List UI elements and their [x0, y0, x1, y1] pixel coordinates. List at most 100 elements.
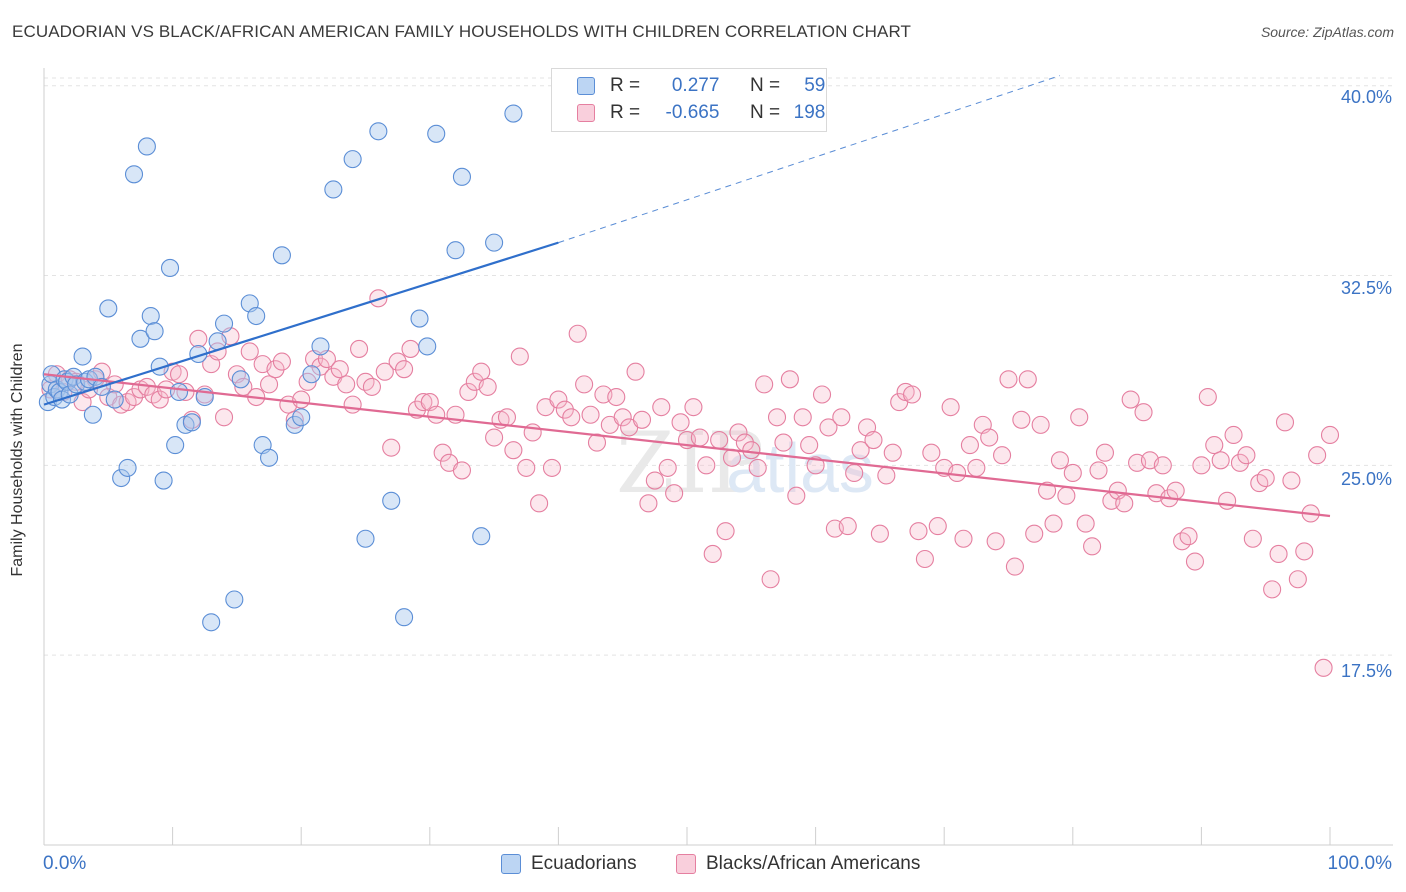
data-point-blacks — [1095, 443, 1114, 462]
data-point-blacks — [877, 466, 896, 485]
data-point-blacks — [214, 408, 234, 427]
data-point-blacks — [1005, 557, 1024, 576]
legend-item-blacks: Blacks/African Americans — [676, 852, 920, 876]
n-label: N = — [749, 75, 781, 96]
data-point-blacks — [948, 463, 967, 483]
data-point-blacks — [504, 441, 523, 460]
data-point-blacks — [208, 342, 227, 361]
data-point-blacks — [1218, 491, 1237, 510]
data-point-blacks — [1018, 370, 1037, 389]
data-point-ecuadorians — [83, 405, 102, 424]
data-point-blacks — [1263, 580, 1282, 599]
data-point-blacks — [800, 436, 819, 455]
data-point-blacks — [716, 522, 735, 541]
data-point-blacks — [362, 377, 381, 396]
data-point-blacks — [761, 570, 780, 589]
data-point-ecuadorians — [395, 608, 414, 627]
data-point-blacks — [1083, 537, 1102, 556]
data-point-blacks — [671, 413, 690, 432]
data-point-ecuadorians — [169, 382, 189, 402]
data-point-blacks — [1166, 481, 1185, 500]
data-point-blacks — [1044, 514, 1063, 533]
data-point-blacks — [459, 382, 478, 402]
data-point-blacks — [1038, 481, 1057, 500]
data-point-ecuadorians — [160, 258, 180, 277]
data-point-blacks — [832, 408, 851, 427]
data-point-ecuadorians — [472, 527, 491, 546]
data-point-blacks — [1192, 456, 1211, 475]
trend-line-blacks — [43, 373, 1331, 518]
data-point-blacks — [1224, 425, 1243, 445]
data-point-ecuadorians — [452, 167, 472, 186]
data-point-blacks — [703, 544, 722, 563]
data-point-blacks — [259, 375, 279, 394]
data-point-ecuadorians — [99, 299, 118, 318]
data-point-ecuadorians — [145, 322, 164, 341]
data-point-ecuadorians — [382, 491, 401, 510]
data-point-blacks — [838, 517, 857, 536]
data-point-blacks — [1320, 425, 1340, 445]
r-value: -0.665 — [665, 102, 720, 123]
data-point-blacks — [1185, 552, 1205, 571]
data-point-blacks — [806, 456, 825, 475]
data-point-ecuadorians — [182, 413, 201, 432]
data-point-blacks — [665, 484, 684, 503]
data-point-blacks — [993, 446, 1012, 465]
data-point-ecuadorians — [118, 458, 137, 477]
data-point-ecuadorians — [247, 306, 266, 326]
data-point-blacks — [787, 486, 806, 505]
data-point-blacks — [375, 362, 394, 381]
data-point-blacks — [1256, 468, 1275, 488]
data-point-blacks — [632, 410, 652, 429]
data-point-blacks — [729, 423, 748, 442]
data-point-blacks — [607, 387, 626, 407]
data-point-blacks — [755, 375, 774, 394]
data-point-blacks — [780, 370, 799, 389]
data-point-ecuadorians — [302, 365, 321, 384]
data-point-blacks — [388, 352, 407, 371]
data-point-ecuadorians — [214, 314, 234, 333]
data-point-blacks — [169, 365, 189, 384]
data-point-blacks — [485, 428, 504, 447]
data-point-blacks — [658, 458, 677, 477]
data-point-blacks — [562, 408, 581, 427]
data-point-blacks — [1269, 544, 1288, 563]
legend-swatch-blue — [577, 77, 595, 95]
data-point-ecuadorians — [446, 241, 465, 260]
data-point-ecuadorians — [504, 104, 523, 123]
n-value: 59 — [804, 75, 826, 96]
source-label: Source: ZipAtlas.com — [1260, 24, 1394, 40]
data-point-ecuadorians — [427, 124, 446, 143]
data-point-blacks — [1179, 527, 1198, 546]
data-point-blacks — [1089, 461, 1108, 480]
data-point-ecuadorians — [485, 233, 504, 252]
legend-swatch-pink — [577, 104, 595, 122]
data-point-blacks — [176, 382, 195, 402]
data-point-blacks — [851, 441, 870, 460]
data-point-blacks — [941, 398, 960, 417]
data-point-blacks — [652, 398, 671, 417]
data-point-blacks — [1076, 514, 1095, 533]
data-point-ecuadorians — [272, 246, 291, 265]
x-tick-label-min: 0.0% — [43, 853, 87, 874]
data-point-blacks — [960, 436, 979, 455]
y-axis-label: Family Households with Children — [9, 343, 26, 577]
data-point-blacks — [710, 430, 729, 450]
data-point-blacks — [767, 408, 787, 427]
data-point-blacks — [845, 463, 864, 483]
data-point-ecuadorians — [356, 529, 375, 548]
n-value: 198 — [793, 102, 826, 123]
r-label: R = — [610, 102, 641, 123]
r-label: R = — [610, 75, 641, 96]
data-point-blacks — [793, 408, 812, 427]
data-point-ecuadorians — [141, 306, 160, 326]
data-point-blacks — [337, 375, 356, 394]
data-point-ecuadorians — [131, 329, 150, 348]
data-point-blacks — [555, 400, 574, 419]
data-point-blacks — [382, 438, 401, 457]
data-point-blacks — [150, 390, 169, 409]
data-point-blacks — [626, 362, 645, 381]
data-point-blacks — [774, 433, 793, 452]
data-point-blacks — [510, 347, 529, 366]
